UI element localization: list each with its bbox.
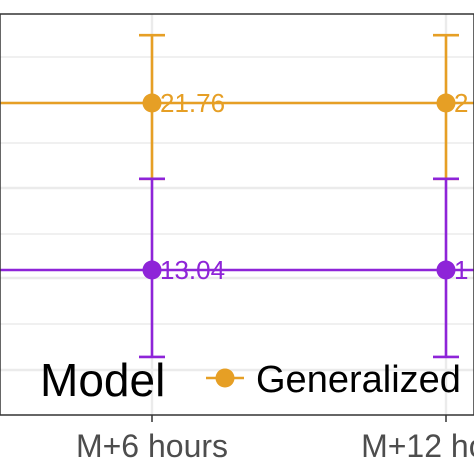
- series-1: 13.04 1: [0, 177, 474, 359]
- data-label: 2: [454, 88, 468, 118]
- data-point: [142, 93, 162, 113]
- x-tick-label: M+12 hours: [361, 428, 474, 464]
- data-label: 1: [454, 255, 468, 285]
- data-point: [436, 93, 456, 113]
- legend-entry: Generalized: [256, 359, 461, 401]
- x-tick-label: M+6 hours: [76, 428, 228, 464]
- data-label: 13.04: [160, 255, 225, 285]
- legend-title: Model: [40, 354, 165, 406]
- data-point: [142, 260, 162, 280]
- plot-border: [0, 13, 474, 416]
- series-layer: 21.76 2 13.04 1: [0, 33, 474, 359]
- data-label: 21.76: [160, 88, 225, 118]
- x-axis: M+6 hours M+12 hours: [76, 415, 474, 464]
- data-point: [436, 260, 456, 280]
- series-0: 21.76 2: [0, 33, 474, 181]
- legend-key-point: [215, 368, 235, 388]
- legend: Model Generalized: [40, 354, 461, 406]
- plot-panel: [0, 14, 474, 415]
